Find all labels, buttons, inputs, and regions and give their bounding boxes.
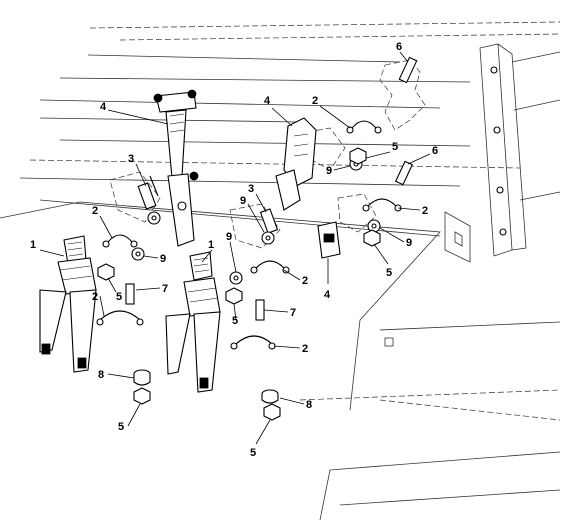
callout-4-b: 4 xyxy=(264,95,271,107)
upper-center-strap xyxy=(153,89,199,247)
callout-4-c: 4 xyxy=(324,289,331,301)
callout-5-b: 5 xyxy=(232,315,238,327)
callout-2-e: 2 xyxy=(312,95,318,107)
callout-8-a: 8 xyxy=(98,369,104,381)
callout-8-b: 8 xyxy=(306,399,312,411)
callout-9-a: 9 xyxy=(160,253,166,265)
callout-6-a: 6 xyxy=(396,41,402,53)
callout-1-left: 1 xyxy=(30,239,36,251)
leader-lines xyxy=(39,51,431,445)
clamps xyxy=(96,120,402,350)
callout-4-a: 4 xyxy=(100,101,107,113)
callout-3-b: 3 xyxy=(248,183,254,195)
callout-2-d: 2 xyxy=(302,343,308,355)
callout-5-f: 5 xyxy=(250,447,256,459)
callout-9-e: 9 xyxy=(406,237,412,249)
callout-1-center: 1 xyxy=(208,239,214,251)
bolts xyxy=(125,56,418,321)
parts xyxy=(39,56,418,421)
upper-right-strap xyxy=(275,117,317,211)
callouts: 1 1 2 2 2 2 2 2 3 3 4 4 4 5 5 5 5 5 5 6 … xyxy=(30,41,438,459)
callout-5-a: 5 xyxy=(116,291,122,303)
callout-2-b: 2 xyxy=(92,291,98,303)
callout-2-f: 2 xyxy=(422,205,428,217)
callout-9-c: 9 xyxy=(240,195,246,207)
center-tensioner-assembly xyxy=(165,251,221,393)
lower-right-strap xyxy=(317,221,341,259)
nuts xyxy=(97,147,381,421)
callout-5-e: 5 xyxy=(118,421,124,433)
vehicle-structure xyxy=(0,21,561,521)
callout-9-d: 9 xyxy=(326,165,332,177)
callout-3-a: 3 xyxy=(128,153,134,165)
spacers xyxy=(133,369,279,404)
callout-5-c: 5 xyxy=(392,141,398,153)
callout-7-a: 7 xyxy=(162,283,168,295)
callout-9-b: 9 xyxy=(226,231,232,243)
callout-6-b: 6 xyxy=(432,145,438,157)
callout-7-b: 7 xyxy=(290,307,296,319)
callout-5-d: 5 xyxy=(386,267,392,279)
callout-2-c: 2 xyxy=(302,275,308,287)
left-tensioner-assembly xyxy=(39,235,97,373)
callout-2-a: 2 xyxy=(92,205,98,217)
